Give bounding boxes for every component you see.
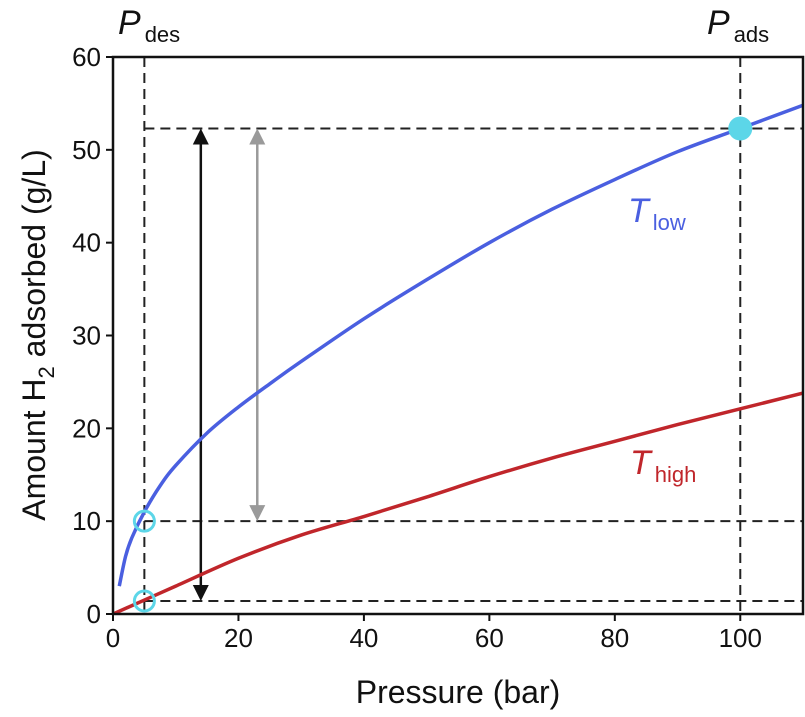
y-axis-title-subscript: 2 bbox=[34, 366, 59, 378]
x-tick-label-2: 40 bbox=[349, 623, 378, 653]
x-tick-label-1: 20 bbox=[224, 623, 253, 653]
x-tick-label-4: 80 bbox=[600, 623, 629, 653]
marker-1 bbox=[132, 509, 156, 533]
y-tick-label-4: 40 bbox=[72, 228, 101, 258]
point-markers bbox=[132, 116, 753, 613]
y-tick-label-0: 0 bbox=[87, 599, 101, 629]
marker-2 bbox=[132, 589, 156, 613]
y-tick-label-2: 20 bbox=[72, 413, 101, 443]
marker-0 bbox=[728, 116, 753, 141]
y-tick-label-6: 60 bbox=[72, 42, 101, 72]
y-axis-title-prefix: Amount H bbox=[16, 378, 52, 520]
arrow-head-bottom-0 bbox=[192, 585, 209, 602]
x-tick-label-0: 0 bbox=[106, 623, 120, 653]
plot-axes: 0 20 40 60 80 100 0 10 20 30 40 50 60 bbox=[72, 42, 805, 653]
arrow-head-top-0 bbox=[192, 128, 209, 145]
series-line-t-low bbox=[117, 103, 803, 587]
y-tick-label-3: 30 bbox=[72, 321, 101, 351]
arrow-head-top-1 bbox=[249, 128, 266, 145]
reference-lines bbox=[143, 57, 803, 614]
y-tick-label-5: 50 bbox=[72, 135, 101, 165]
series-line-t-high bbox=[113, 391, 803, 614]
capacity-arrows bbox=[192, 128, 266, 602]
y-tick-label-1: 10 bbox=[72, 506, 101, 536]
y-axis-title-suffix: adsorbed (g/L) bbox=[16, 149, 52, 366]
x-axis-title: Pressure (bar) bbox=[356, 674, 561, 710]
x-tick-label-5: 100 bbox=[719, 623, 762, 653]
isotherm-curves bbox=[113, 103, 803, 614]
arrow-head-bottom-1 bbox=[249, 505, 266, 522]
y-axis-title: Amount H2 adsorbed (g/L) bbox=[16, 149, 59, 521]
x-tick-label-3: 60 bbox=[475, 623, 504, 653]
plot-frame bbox=[111, 55, 805, 616]
chart-labels: Pressure (bar) Amount H2 adsorbed (g/L) … bbox=[16, 4, 769, 710]
